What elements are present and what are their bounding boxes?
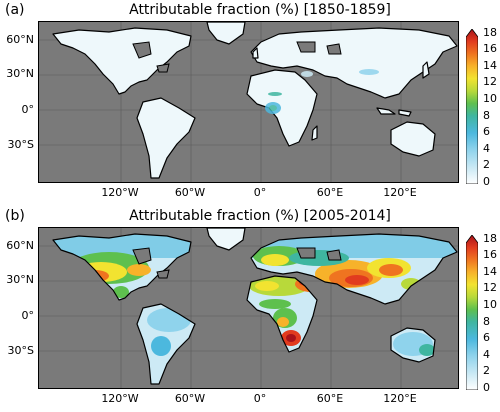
colorbar-tick: 10: [483, 92, 497, 105]
lat-label: 30°N: [6, 67, 34, 80]
lon-label: 60°W: [174, 186, 206, 199]
colorbar-tick: 4: [483, 142, 490, 155]
map-panel-a: [38, 21, 459, 183]
colorbar-tick: 6: [483, 331, 490, 344]
colorbar-tick: 8: [483, 315, 490, 328]
map-panel-b: [38, 227, 459, 389]
lon-label: 120°E: [383, 186, 417, 199]
colorbar-tick: 12: [483, 75, 497, 88]
lon-label: 0°: [253, 392, 267, 405]
colorbar-tick: 4: [483, 348, 490, 361]
lon-label: 60°E: [316, 186, 344, 199]
lon-label: 60°E: [316, 392, 344, 405]
colorbar: [466, 235, 478, 390]
panel-a: (a) Attributable fraction (%) [1850-1859…: [5, 2, 497, 199]
panel-b: (b) Attributable fraction (%) [2005-2014…: [0, 206, 500, 412]
colorbar-tick: 18: [483, 232, 497, 245]
lon-label: 120°E: [383, 392, 417, 405]
lat-label: 0°: [21, 309, 35, 322]
panel-title: Attributable fraction (%) [2005-2014]: [129, 208, 391, 224]
colorbar-tick: 0: [483, 381, 490, 394]
colorbar-tick: 18: [483, 26, 497, 39]
panel-letter: (b): [5, 208, 25, 224]
colorbar-tick: 16: [483, 42, 497, 55]
colorbar-tick: 16: [483, 248, 497, 261]
colorbar: [466, 29, 478, 184]
colorbar-tick: 14: [483, 59, 497, 72]
lat-label: 0°: [21, 103, 35, 116]
colorbar-tick: 8: [483, 109, 490, 122]
world-map: [39, 22, 458, 182]
lon-label: 120°W: [101, 392, 139, 405]
panel-letter: (a): [5, 2, 25, 18]
colorbar-tick: 0: [483, 175, 490, 188]
lat-label: 30°S: [7, 138, 34, 151]
world-map: [39, 228, 458, 388]
lon-label: 60°W: [174, 392, 206, 405]
lon-label: 0°: [253, 186, 267, 199]
colorbar-tick: 2: [483, 364, 490, 377]
colorbar-tick: 2: [483, 158, 490, 171]
lat-label: 30°S: [7, 344, 34, 357]
lat-label: 60°N: [6, 33, 34, 46]
panel-title: Attributable fraction (%) [1850-1859]: [129, 2, 391, 18]
lat-label: 30°N: [6, 273, 34, 286]
colorbar-tick: 14: [483, 265, 497, 278]
lon-label: 120°W: [101, 186, 139, 199]
colorbar-tick: 10: [483, 298, 497, 311]
lat-label: 60°N: [6, 239, 34, 252]
colorbar-tick: 6: [483, 125, 490, 138]
colorbar-tick: 12: [483, 281, 497, 294]
